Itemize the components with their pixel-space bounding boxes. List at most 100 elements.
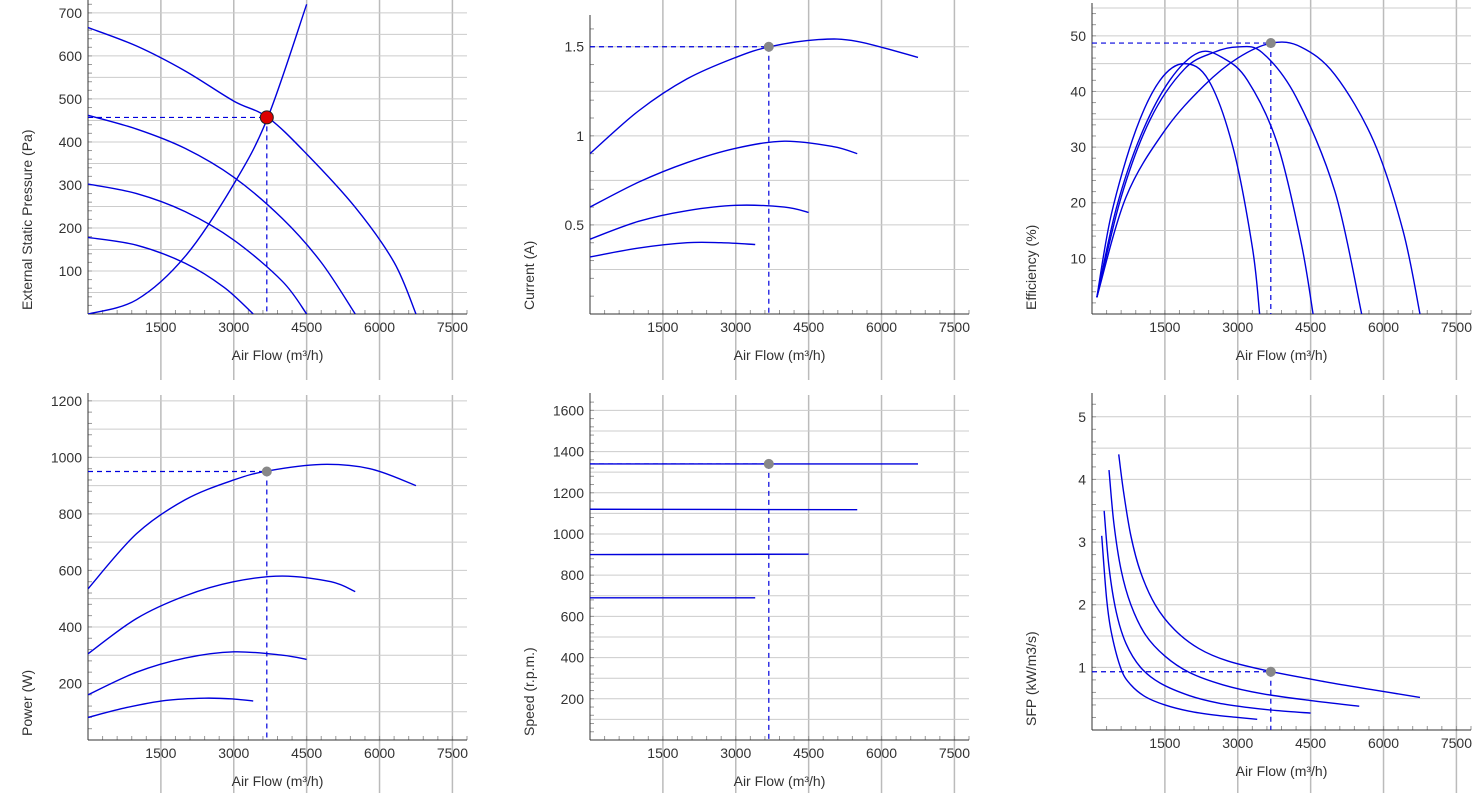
operating-point-marker[interactable]: [763, 41, 774, 52]
y-axis-title: External Static Pressure (Pa): [19, 129, 35, 310]
y-tick-label: 1000: [51, 449, 82, 465]
x-tick-label: 3000: [1222, 735, 1253, 751]
y-tick-label: 4: [1078, 471, 1086, 487]
x-tick-label: 6000: [866, 745, 897, 761]
series-line: [88, 651, 307, 696]
series-line: [590, 204, 809, 240]
series-line: [590, 241, 756, 258]
y-tick-label: 300: [59, 177, 83, 193]
x-tick-label: 7500: [437, 745, 468, 761]
y-tick-label: 200: [59, 220, 83, 236]
x-tick-label: 3000: [720, 745, 751, 761]
y-tick-label: 1400: [553, 444, 584, 460]
y-tick-label: 20: [1070, 195, 1086, 211]
x-tick-label: 3000: [720, 319, 751, 335]
y-tick-label: 800: [561, 567, 585, 583]
x-tick-label: 1500: [647, 745, 678, 761]
chart-efficiency: 1500 3000 4500 6000 7500 10 20 30 40 50 Air Flow (…: [1023, 0, 1472, 380]
x-tick-label: 4500: [291, 319, 322, 335]
y-axis-title: Efficiency (%): [1023, 225, 1039, 310]
x-tick-label: 4500: [1295, 319, 1326, 335]
series-line: [88, 4, 308, 314]
y-tick-label: 40: [1070, 83, 1086, 99]
operating-point-marker[interactable]: [763, 458, 774, 469]
x-tick-label: 1500: [145, 745, 176, 761]
x-tick-label: 1500: [1149, 319, 1180, 335]
x-tick-label: 7500: [1441, 735, 1472, 751]
x-tick-label: 7500: [939, 319, 970, 335]
series-line: [590, 38, 919, 155]
series-line: [88, 183, 308, 314]
x-tick-label: 4500: [1295, 735, 1326, 751]
x-tick-label: 6000: [866, 319, 897, 335]
y-tick-label: 600: [561, 608, 585, 624]
y-tick-label: 1.5: [565, 39, 585, 55]
y-tick-label: 400: [561, 650, 585, 666]
y-tick-label: 400: [59, 619, 83, 635]
y-tick-label: 5: [1078, 409, 1086, 425]
chart-current: 1500 3000 4500 6000 7500 0.5 1 1.5 Air Flow (m³/…: [521, 0, 970, 380]
series-line: [1108, 469, 1360, 707]
series-line: [1103, 510, 1311, 714]
x-tick-label: 4500: [793, 745, 824, 761]
x-axis-title: Air Flow (m³/h): [232, 347, 324, 363]
x-tick-label: 4500: [291, 745, 322, 761]
x-tick-label: 6000: [1368, 319, 1399, 335]
y-axis-title: SFP (kW/m3/s): [1023, 631, 1039, 726]
series-line: [88, 236, 254, 314]
y-tick-label: 2: [1078, 597, 1086, 613]
series-line: [1096, 45, 1363, 314]
y-tick-label: 1600: [553, 402, 584, 418]
x-axis-title: Air Flow (m³/h): [734, 347, 826, 363]
y-tick-label: 700: [59, 5, 83, 21]
y-tick-label: 400: [59, 134, 83, 150]
x-tick-label: 6000: [364, 319, 395, 335]
x-axis-title: Air Flow (m³/h): [1236, 347, 1328, 363]
operating-point-marker[interactable]: [259, 110, 274, 125]
operating-point-marker[interactable]: [1265, 666, 1276, 677]
x-tick-label: 6000: [364, 745, 395, 761]
y-tick-label: 1: [576, 128, 584, 144]
series-line: [88, 114, 356, 314]
series-line: [590, 140, 858, 208]
y-tick-label: 500: [59, 91, 83, 107]
x-axis-title: Air Flow (m³/h): [232, 773, 324, 789]
y-axis-title: Speed (r.p.m.): [521, 647, 537, 736]
y-tick-label: 1: [1078, 659, 1086, 675]
y-tick-label: 10: [1070, 250, 1086, 266]
y-tick-label: 1200: [51, 393, 82, 409]
y-tick-label: 200: [561, 691, 585, 707]
y-tick-label: 1000: [553, 526, 584, 542]
x-axis-title: Air Flow (m³/h): [734, 773, 826, 789]
y-tick-label: 1200: [553, 485, 584, 501]
x-tick-label: 7500: [437, 319, 468, 335]
chart-power: 1500 3000 4500 6000 7500 200 400 600 800 1000 1200…: [19, 393, 468, 793]
y-axis-title: Power (W): [19, 670, 35, 736]
chart-pressure: 1500 3000 4500 6000 7500 100 200 300 400 500 600 70…: [19, 0, 468, 380]
x-tick-label: 7500: [1441, 319, 1472, 335]
x-tick-label: 3000: [218, 319, 249, 335]
operating-point-marker[interactable]: [1265, 38, 1276, 49]
x-tick-label: 7500: [939, 745, 970, 761]
chart-sfp: 1500 3000 4500 6000 7500 1 2 3 4 5 Air Flow (m³/h)…: [1023, 393, 1472, 793]
x-tick-label: 1500: [145, 319, 176, 335]
x-tick-label: 3000: [218, 745, 249, 761]
y-tick-label: 600: [59, 562, 83, 578]
x-tick-label: 1500: [1149, 735, 1180, 751]
series-line: [1101, 535, 1258, 721]
operating-point-marker[interactable]: [261, 466, 272, 477]
series-line: [88, 463, 417, 590]
y-tick-label: 0.5: [565, 217, 585, 233]
chart-speed: 1500 3000 4500 6000 7500 200 400 600 800 1000 1200…: [521, 393, 970, 793]
series-line: [1118, 454, 1421, 699]
y-tick-label: 50: [1070, 28, 1086, 44]
y-tick-label: 800: [59, 506, 83, 522]
y-tick-label: 30: [1070, 139, 1086, 155]
y-tick-label: 100: [59, 263, 83, 279]
series-line: [88, 575, 356, 655]
y-tick-label: 600: [59, 48, 83, 64]
series-line: [1096, 41, 1421, 314]
series-line: [88, 697, 254, 719]
